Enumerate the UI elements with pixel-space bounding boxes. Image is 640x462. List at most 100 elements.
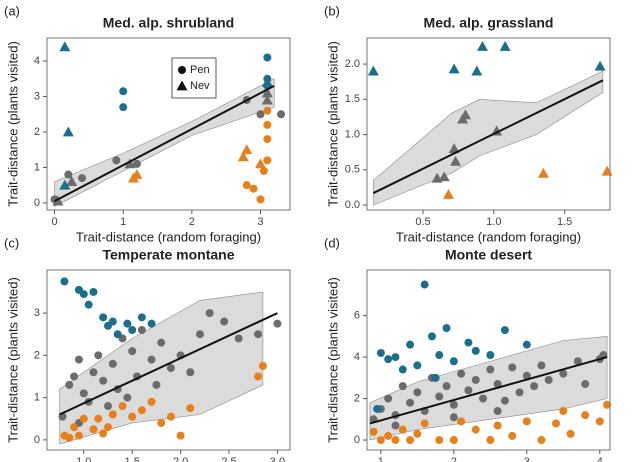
point <box>277 110 286 119</box>
point <box>508 363 517 372</box>
point <box>256 110 265 119</box>
point <box>52 195 64 206</box>
y-tick-label: 0 <box>34 197 40 209</box>
point <box>59 41 71 52</box>
y-tick-label: 0.0 <box>345 199 360 211</box>
point <box>263 135 272 144</box>
point <box>152 380 161 389</box>
panel-label: (b) <box>324 3 340 18</box>
point <box>522 340 531 349</box>
point <box>195 330 204 339</box>
confidence-band <box>373 70 604 206</box>
point <box>113 330 122 339</box>
point <box>259 166 268 175</box>
point <box>89 368 98 377</box>
y-tick-label: 6 <box>354 310 360 322</box>
point <box>573 357 582 366</box>
point <box>464 386 473 395</box>
point <box>123 393 132 402</box>
point <box>476 40 488 51</box>
point <box>449 400 458 409</box>
point <box>108 317 117 326</box>
panel-label: (a) <box>4 3 20 18</box>
x-tick-label: 1.0 <box>486 216 501 228</box>
plot-frame <box>46 269 291 451</box>
point <box>89 287 98 296</box>
panel-title: Med. alp. grassland <box>424 15 554 31</box>
point <box>157 418 166 427</box>
point <box>384 431 393 440</box>
point <box>420 419 429 428</box>
plot-frame <box>46 37 291 211</box>
x-tick-label: 0 <box>51 216 57 228</box>
legend-label: Nev <box>190 80 210 92</box>
point <box>530 382 539 391</box>
panel: (b) Med. alp. grassland Trait-distance (pl… <box>324 3 613 244</box>
point <box>112 156 121 165</box>
point <box>486 351 495 360</box>
point <box>261 87 273 98</box>
point <box>406 436 415 445</box>
panel-title: Med. alp. shrubland <box>103 15 234 31</box>
y-tick-label: 3 <box>34 90 40 102</box>
x-axis-label: Trait-distance (random foraging) <box>396 229 581 244</box>
x-tick-label: 1.5 <box>557 216 572 228</box>
point <box>442 188 454 199</box>
point <box>413 388 422 397</box>
point <box>94 351 103 360</box>
point <box>515 388 524 397</box>
panel-title: Temperate montane <box>103 247 235 263</box>
point <box>70 423 79 432</box>
point <box>376 436 385 445</box>
point <box>537 436 546 445</box>
point <box>65 433 74 442</box>
x-tick-label: 0.5 <box>415 216 430 228</box>
point <box>537 361 546 370</box>
point <box>254 158 266 169</box>
point <box>263 120 272 129</box>
y-tick-label: 2 <box>354 392 360 404</box>
point <box>522 417 531 426</box>
x-tick-label: 3 <box>257 216 263 228</box>
point <box>166 412 175 421</box>
panel: (d) Monte desert Trait-distance (plants vi… <box>324 235 612 462</box>
point <box>566 429 575 438</box>
y-tick-label: 4 <box>354 351 360 363</box>
point <box>398 365 407 374</box>
point <box>442 382 451 391</box>
point <box>457 369 466 378</box>
point <box>464 338 473 347</box>
panel: (a) Med. alp. shrubland Trait-distance (pl… <box>4 3 291 244</box>
x-tick-label: 4 <box>597 456 603 462</box>
point <box>449 436 458 445</box>
point <box>79 290 88 299</box>
y-axis-label: Trait-distance (plants visited) <box>5 277 20 443</box>
point <box>108 410 117 419</box>
point <box>132 159 141 168</box>
point <box>493 421 502 430</box>
point <box>242 181 251 190</box>
legend-marker <box>178 66 186 74</box>
y-tick-label: 4 <box>34 55 40 67</box>
point <box>79 414 88 423</box>
point <box>103 423 112 432</box>
point <box>59 179 71 190</box>
point <box>273 319 282 328</box>
point <box>406 340 415 349</box>
point <box>137 326 146 334</box>
point <box>186 368 195 377</box>
point <box>493 407 502 416</box>
point <box>99 376 108 385</box>
point <box>449 357 458 366</box>
point <box>263 156 272 165</box>
point <box>234 334 243 343</box>
point <box>384 394 393 403</box>
y-tick-label: 0.5 <box>345 164 360 176</box>
point <box>147 355 156 364</box>
point <box>581 380 590 389</box>
point <box>74 355 83 364</box>
point <box>406 398 415 407</box>
point <box>79 389 88 398</box>
point <box>471 65 483 76</box>
